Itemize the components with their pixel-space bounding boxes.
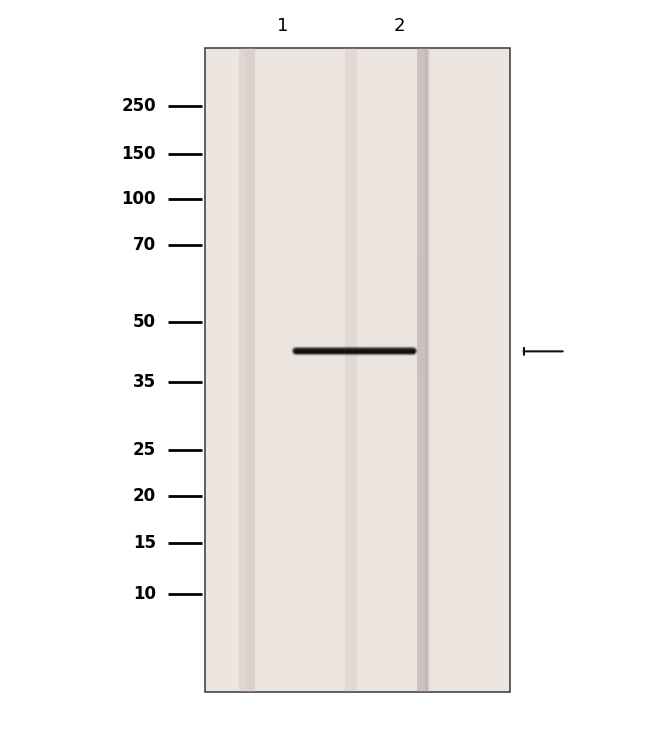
Text: 15: 15: [133, 534, 156, 552]
Bar: [246, 48, 255, 692]
Bar: [239, 48, 255, 692]
Text: 25: 25: [133, 441, 156, 459]
Bar: [345, 48, 357, 692]
Text: 100: 100: [122, 190, 156, 208]
Bar: [417, 48, 428, 692]
Bar: [205, 48, 510, 692]
Text: 2: 2: [394, 17, 406, 34]
Text: 70: 70: [133, 236, 156, 254]
Text: 150: 150: [122, 145, 156, 163]
Text: 1: 1: [277, 17, 289, 34]
Text: 10: 10: [133, 586, 156, 603]
Text: 35: 35: [133, 373, 156, 391]
Bar: [425, 48, 430, 692]
Text: 250: 250: [122, 97, 156, 115]
Text: 20: 20: [133, 488, 156, 505]
Text: 50: 50: [133, 313, 156, 331]
